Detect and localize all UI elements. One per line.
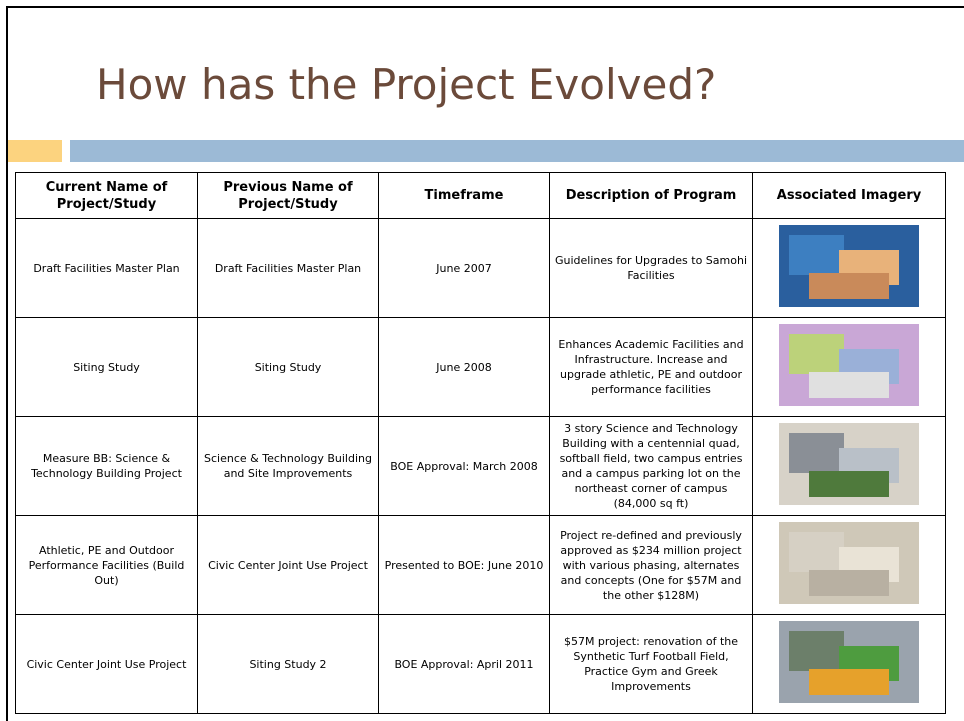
- imagery: [779, 423, 919, 505]
- image-shape: [789, 631, 844, 671]
- accent-bar: [8, 140, 62, 162]
- imagery: [779, 522, 919, 604]
- image-shape: [789, 532, 844, 572]
- description-cell: Project re-defined and previously approv…: [549, 515, 753, 615]
- imagery-cell: [752, 515, 946, 615]
- column-header: Description of Program: [549, 172, 753, 219]
- slide-title: How has the Project Evolved?: [96, 60, 717, 109]
- header-row: Current Name of Project/Study Previous Na…: [15, 172, 946, 219]
- image-shape: [789, 235, 844, 275]
- description-cell: 3 story Science and Technology Building …: [549, 416, 753, 516]
- description-cell: Enhances Academic Facilities and Infrast…: [549, 317, 753, 417]
- cell: Presented to BOE: June 2010: [378, 515, 550, 615]
- cell: Science & Technology Building and Site I…: [197, 416, 379, 516]
- cell: BOE Approval: April 2011: [378, 614, 550, 714]
- image-shape: [789, 433, 844, 473]
- accent-bar: [70, 140, 964, 162]
- project-table: Current Name of Project/Study Previous Na…: [15, 172, 946, 714]
- imagery-cell: [752, 416, 946, 516]
- table-row: Measure BB: Science & Technology Buildin…: [15, 416, 946, 516]
- cell: Measure BB: Science & Technology Buildin…: [15, 416, 198, 516]
- description-cell: Guidelines for Upgrades to Samohi Facili…: [549, 218, 753, 318]
- image-shape: [809, 471, 889, 497]
- cell: June 2007: [378, 218, 550, 318]
- image-shape: [809, 570, 889, 596]
- cell: Siting Study: [197, 317, 379, 417]
- cell: Siting Study 2: [197, 614, 379, 714]
- table-row: Draft Facilities Master Plan Draft Facili…: [15, 218, 946, 318]
- image-shape: [809, 669, 889, 695]
- imagery: [779, 324, 919, 406]
- column-header: Previous Name of Project/Study: [197, 172, 379, 219]
- cell: Civic Center Joint Use Project: [197, 515, 379, 615]
- table-row: Athletic, PE and Outdoor Performance Fac…: [15, 515, 946, 615]
- cell: Draft Facilities Master Plan: [15, 218, 198, 318]
- column-header: Timeframe: [378, 172, 550, 219]
- frame: [6, 6, 964, 721]
- column-header: Current Name of Project/Study: [15, 172, 198, 219]
- table-row: Civic Center Joint Use Project Siting Stu…: [15, 614, 946, 714]
- image-shape: [809, 372, 889, 398]
- column-header: Associated Imagery: [752, 172, 946, 219]
- imagery-cell: [752, 218, 946, 318]
- table-row: Siting Study Siting Study June 2008 Enhance…: [15, 317, 946, 417]
- image-shape: [809, 273, 889, 299]
- imagery: [779, 225, 919, 307]
- imagery-cell: [752, 614, 946, 714]
- imagery-cell: [752, 317, 946, 417]
- cell: June 2008: [378, 317, 550, 417]
- imagery: [779, 621, 919, 703]
- cell: Civic Center Joint Use Project: [15, 614, 198, 714]
- cell: Siting Study: [15, 317, 198, 417]
- table-body: Draft Facilities Master Plan Draft Facili…: [15, 218, 946, 714]
- cell: Draft Facilities Master Plan: [197, 218, 379, 318]
- cell: BOE Approval: March 2008: [378, 416, 550, 516]
- image-shape: [789, 334, 844, 374]
- description-cell: $57M project: renovation of the Syntheti…: [549, 614, 753, 714]
- cell: Athletic, PE and Outdoor Performance Fac…: [15, 515, 198, 615]
